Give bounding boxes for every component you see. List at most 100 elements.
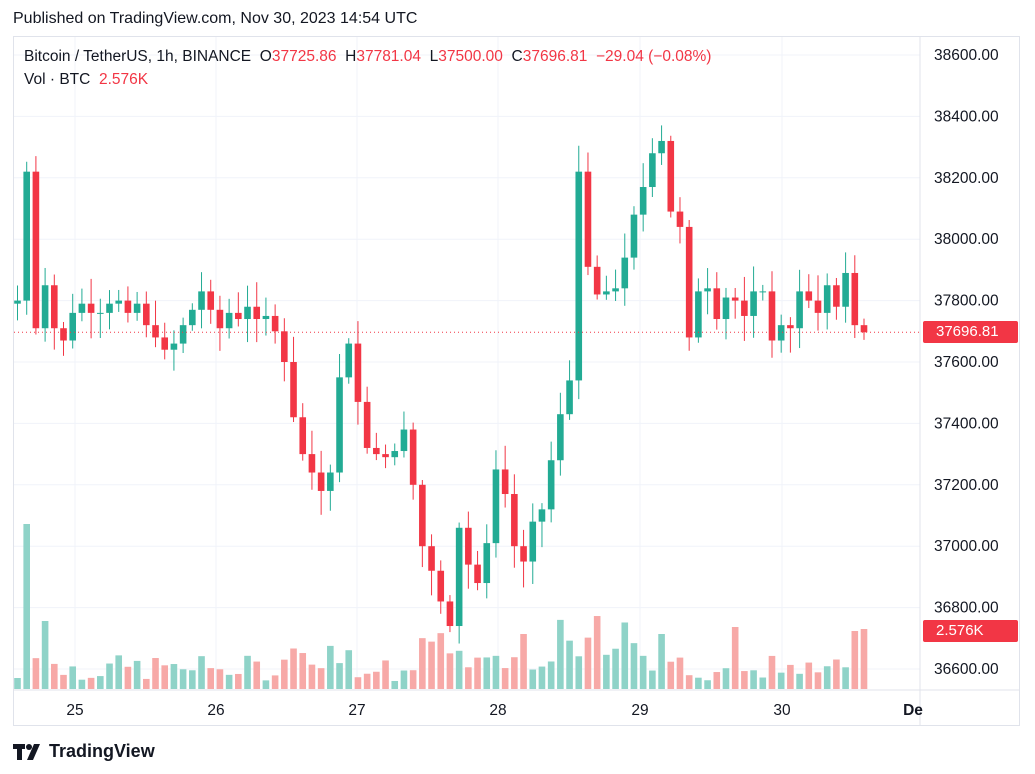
candle-body — [833, 285, 840, 307]
volume-bar — [419, 638, 426, 689]
volume-bar — [244, 655, 251, 689]
candle-body — [336, 377, 343, 473]
volume-bar — [41, 621, 49, 689]
volume-bar — [731, 627, 739, 689]
volume-bar — [612, 648, 619, 689]
candle-body — [603, 291, 610, 295]
volume-bar — [501, 668, 509, 689]
open-label: O — [259, 48, 272, 65]
volume-bar — [23, 524, 31, 689]
candle-body — [143, 303, 150, 326]
volume-bar — [685, 675, 693, 689]
volume-bar — [327, 645, 334, 689]
candle-body — [225, 312, 233, 329]
candle-body — [198, 291, 205, 310]
y-tick-label: 37000.00 — [934, 538, 999, 555]
volume-bar — [833, 659, 840, 689]
candle-body — [731, 297, 739, 301]
last-price-tag: 37696.81 — [923, 321, 1018, 344]
candle-body — [133, 303, 141, 313]
candle-body — [722, 297, 730, 320]
candle-body — [363, 401, 371, 448]
candle-body — [419, 484, 426, 547]
volume-value: 2.576K — [98, 71, 149, 88]
candle-body — [152, 325, 159, 338]
y-tick-label: 38400.00 — [934, 108, 999, 125]
volume-bar — [115, 655, 123, 689]
candle-body — [428, 546, 435, 571]
candle-body — [777, 325, 785, 341]
candle-body — [281, 331, 288, 362]
x-tick-label: 30 — [773, 702, 791, 719]
candle-body — [373, 447, 380, 455]
high-label: H — [345, 48, 357, 65]
candle-body — [695, 291, 702, 338]
candle-body — [354, 343, 362, 402]
candle-body — [538, 509, 546, 522]
volume-bar — [170, 664, 178, 689]
candle-body — [170, 343, 178, 350]
volume-bar — [483, 657, 491, 689]
volume-bar — [161, 665, 169, 689]
candle-body — [851, 272, 859, 326]
candle-body — [308, 454, 316, 473]
volume-bar — [520, 634, 527, 689]
close-label: C — [511, 48, 523, 65]
candle-body — [60, 328, 67, 341]
volume-bar — [60, 674, 67, 689]
volume-legend: Vol · BTC 2.576K — [24, 71, 148, 89]
volume-bar — [14, 677, 21, 689]
volume-bar — [281, 659, 288, 689]
volume-bar — [51, 663, 58, 689]
x-tick-label: 26 — [207, 702, 224, 719]
volume-bar — [382, 660, 389, 689]
volume-bar — [409, 670, 417, 689]
candle-body — [639, 187, 647, 215]
volume-bar — [106, 663, 113, 689]
chart-frame[interactable] — [13, 36, 1020, 726]
volume-bar — [667, 661, 675, 689]
candle-body — [768, 291, 776, 341]
volume-bar — [538, 666, 546, 689]
change-value: −29.04 (−0.08%) — [596, 48, 712, 65]
volume-bar — [621, 622, 629, 689]
candle-body — [796, 291, 803, 329]
candle-body — [262, 315, 270, 320]
candle-body — [41, 285, 49, 329]
tradingview-wordmark: TradingView — [49, 741, 155, 761]
candle-body — [327, 472, 334, 491]
volume-bar — [860, 629, 868, 689]
candle-body — [501, 469, 509, 495]
candle-body — [474, 564, 481, 584]
published-header: Published on TradingView.com, Nov 30, 20… — [13, 10, 418, 27]
candle-body — [704, 288, 711, 292]
volume-bar — [152, 658, 159, 689]
volume-bar — [842, 667, 849, 689]
y-tick-label: 38200.00 — [934, 170, 999, 187]
candle-body — [207, 291, 215, 310]
open-value: 37725.86 — [271, 48, 337, 65]
candle-body — [345, 343, 353, 378]
candle-body — [713, 288, 721, 320]
ohlc-legend: Bitcoin / TetherUS, 1h, BINANCE O37725.8… — [24, 48, 711, 66]
volume-bar — [32, 658, 40, 689]
volume-bar — [354, 677, 362, 689]
candle-body — [446, 601, 454, 627]
x-tick-label: 28 — [489, 702, 506, 719]
candle-body — [106, 303, 113, 313]
candle-body — [483, 543, 491, 584]
volume-bar — [69, 666, 77, 689]
candle-body — [14, 300, 21, 304]
volume-bar — [814, 672, 822, 689]
candle-body — [455, 527, 463, 627]
candle-body — [78, 303, 86, 313]
tradingview-logo[interactable]: TradingView — [13, 741, 155, 762]
volume-bar — [189, 670, 196, 689]
candle-body — [115, 300, 123, 304]
volume-bar — [823, 666, 831, 689]
volume-bar — [658, 634, 665, 689]
volume-bar — [492, 655, 500, 689]
tradingview-logo-icon — [13, 743, 40, 760]
candle-body — [814, 300, 822, 313]
